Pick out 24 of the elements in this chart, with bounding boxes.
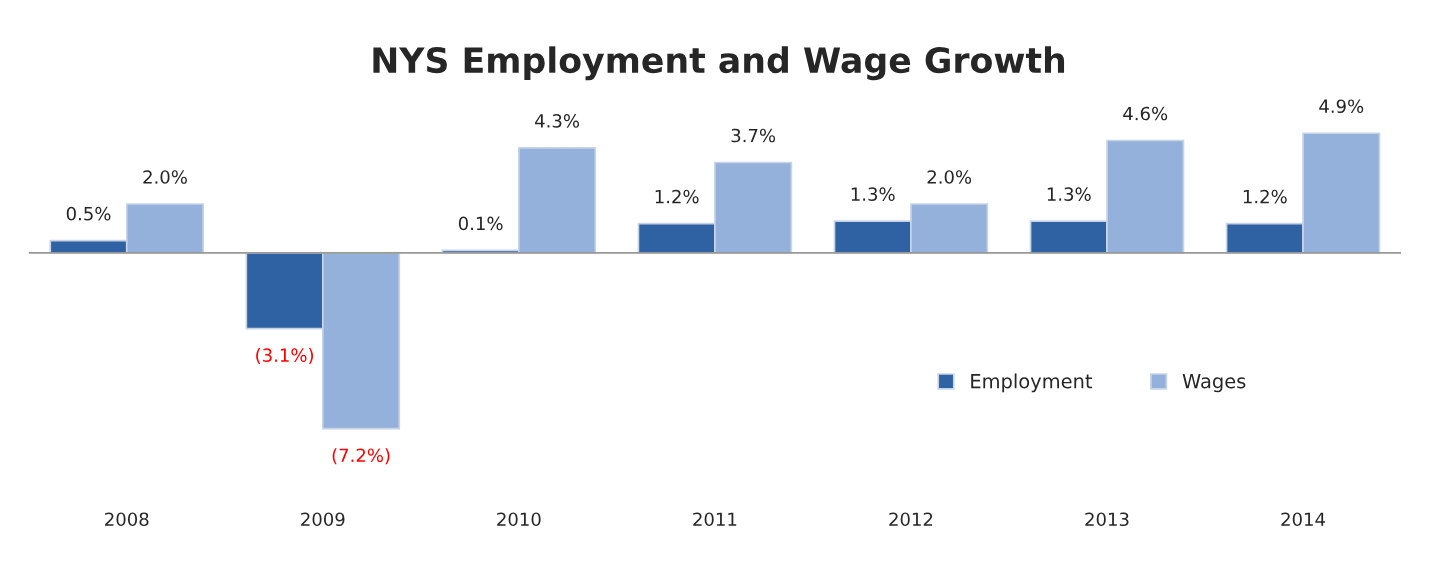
data-label: 1.2% [1243, 189, 1287, 204]
x-tick-label: 2009 [301, 512, 345, 527]
data-label: 2.0% [143, 170, 187, 184]
data-label: 1.3% [1047, 187, 1091, 201]
data-label: 4.6% [1123, 106, 1168, 121]
x-tick-label: 2012 [889, 512, 933, 527]
data-label: (7.2%) [332, 448, 390, 465]
x-tick-label: 2013 [1085, 512, 1129, 527]
x-tick-label: 2010 [497, 512, 541, 527]
data-label: 3.7% [731, 128, 776, 143]
x-tick-label: 2008 [105, 512, 149, 527]
data-label: 4.3% [535, 114, 580, 128]
data-label: 2.0% [927, 170, 972, 184]
chart-title: NYS Employment and Wage Growth [373, 46, 1065, 81]
data-label: 0.5% [66, 206, 111, 221]
legend-label: Wages [1182, 374, 1246, 393]
legend-label: Employment [971, 373, 1093, 393]
data-label: 1.3% [851, 187, 895, 201]
data-label: 4.9% [1319, 99, 1364, 114]
x-tick-label: 2011 [693, 512, 737, 527]
data-label: 1.2% [655, 189, 699, 204]
data-label: (3.1%) [256, 348, 314, 365]
data-label: 0.1% [458, 216, 503, 231]
x-tick-label: 2014 [1281, 512, 1326, 527]
